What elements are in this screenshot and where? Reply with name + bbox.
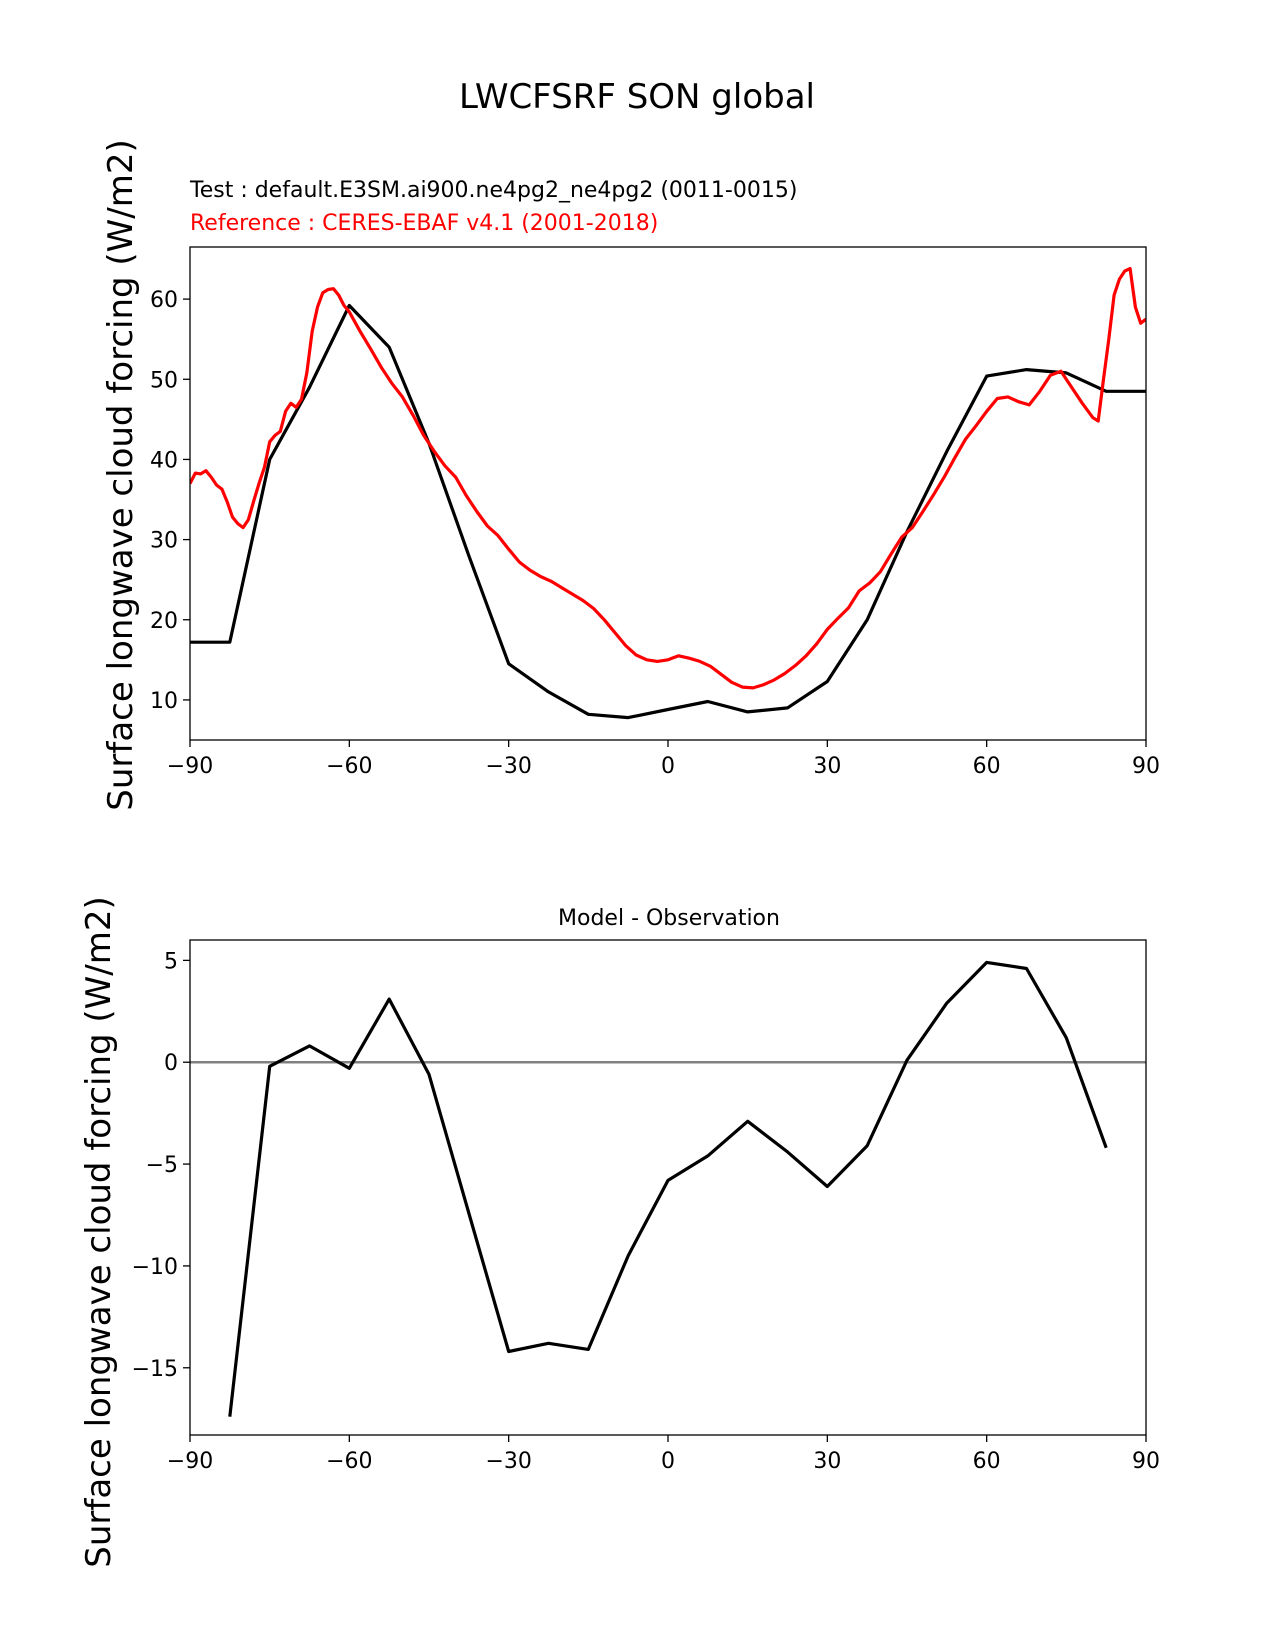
series-line-1 <box>228 960 1108 1417</box>
y-tick-label: 50 <box>150 368 178 393</box>
bottom-panel-title: Model - Observation <box>558 906 780 931</box>
bottom-panel-plot: −90 −60 −30 0 30 60 90 −15 −10 −5 0 5 <box>132 939 1160 1474</box>
x-tick-label: −60 <box>326 1449 372 1474</box>
y-tick-label: 20 <box>150 609 178 634</box>
bottom-y-axis-label: Surface longwave cloud forcing (W/m2) <box>79 896 119 1568</box>
y-tick-label: 0 <box>164 1051 178 1076</box>
y-tick-label: −10 <box>132 1255 178 1280</box>
x-tick-label: 90 <box>1132 1449 1160 1474</box>
x-tick-label: 90 <box>1132 754 1160 779</box>
y-tick-label: 10 <box>150 689 178 714</box>
x-tick-label: 0 <box>661 754 675 779</box>
x-tick-label: 60 <box>973 1449 1001 1474</box>
x-tick-label: 30 <box>813 754 841 779</box>
y-tick-label: −15 <box>132 1357 178 1382</box>
y-tick-label: 30 <box>150 529 178 554</box>
x-tick-label: 0 <box>661 1449 675 1474</box>
y-tick-label: 60 <box>150 288 178 313</box>
top-subtitle-reference: Reference : CERES-EBAF v4.1 (2001-2018) <box>190 211 658 236</box>
figure-title: LWCFSRF SON global <box>459 77 815 117</box>
top-panel-plot: −90 −60 −30 0 30 60 90 10 20 30 40 50 60 <box>150 246 1160 779</box>
x-tick-label: 30 <box>813 1449 841 1474</box>
y-tick-label: −5 <box>146 1153 178 1178</box>
x-tick-label: −60 <box>326 754 372 779</box>
x-tick-label: −30 <box>485 754 531 779</box>
x-tick-label: −90 <box>167 754 213 779</box>
series-line-2 <box>190 267 1146 690</box>
y-tick-label: 5 <box>164 949 178 974</box>
series-line-1 <box>190 303 1146 720</box>
x-tick-label: −30 <box>485 1449 531 1474</box>
x-tick-label: −90 <box>167 1449 213 1474</box>
x-tick-label: 60 <box>973 754 1001 779</box>
top-subtitle-test: Test : default.E3SM.ai900.ne4pg2_ne4pg2 … <box>189 178 797 203</box>
y-tick-label: 40 <box>150 448 178 473</box>
top-y-axis-label: Surface longwave cloud forcing (W/m2) <box>101 139 141 811</box>
